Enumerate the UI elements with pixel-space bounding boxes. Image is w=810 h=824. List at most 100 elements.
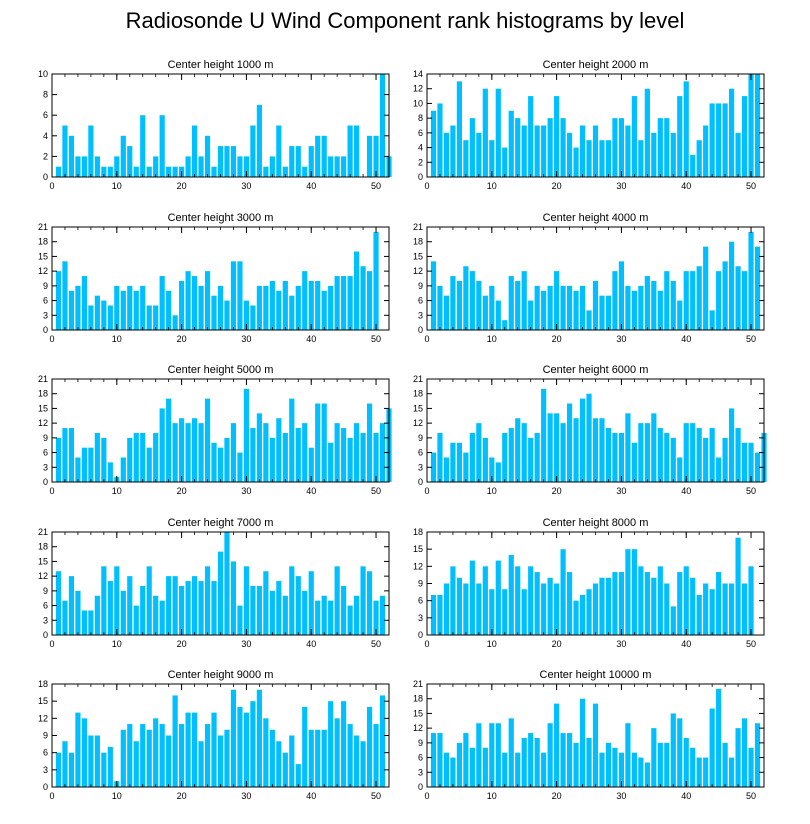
- histogram-bar: [334, 718, 340, 787]
- histogram-bar: [463, 452, 469, 482]
- histogram-bar: [230, 146, 237, 177]
- histogram-bar: [573, 600, 579, 635]
- histogram-bar: [618, 572, 625, 635]
- histogram-bar: [289, 398, 295, 482]
- histogram-bar: [554, 583, 560, 635]
- histogram-bar: [282, 595, 288, 635]
- histogram-bar: [722, 583, 728, 635]
- histogram-bar: [198, 581, 204, 635]
- y-tick-label: 9: [43, 586, 48, 596]
- histogram-bar: [690, 747, 696, 787]
- histogram-bar: [495, 462, 501, 482]
- histogram-panel: Center height 5000 m 0 10 20 30 40 50 0 3 6 9 12 15 1…: [38, 364, 392, 496]
- histogram-bar: [88, 125, 94, 177]
- y-tick-label: 12: [413, 418, 423, 428]
- histogram-bar: [250, 428, 256, 482]
- histogram-bar: [133, 741, 139, 787]
- histogram-bar: [55, 271, 62, 330]
- histogram-bar: [101, 752, 107, 787]
- histogram-bar: [748, 74, 754, 177]
- x-tick-label: 20: [177, 181, 187, 191]
- y-tick-label: 6: [418, 596, 423, 606]
- histogram-bar: [191, 125, 198, 177]
- histogram-panel: Center height 3000 m 0 10 20 30 40 50 0 3 6 9 12 15 1…: [38, 212, 390, 344]
- y-tick-label: 6: [43, 748, 48, 758]
- y-tick-label: 15: [413, 708, 423, 718]
- histogram-bar: [638, 757, 644, 787]
- histogram-bar: [289, 295, 295, 330]
- panel-title: Center height 3000 m: [168, 212, 274, 224]
- histogram-bar: [696, 594, 702, 635]
- histogram-bar: [250, 585, 256, 635]
- histogram-bar: [230, 689, 237, 787]
- histogram-bar: [341, 276, 347, 330]
- histogram-bar: [88, 610, 94, 635]
- histogram-bar: [703, 125, 709, 177]
- histogram-bar: [62, 600, 68, 635]
- y-tick-label: 6: [418, 296, 423, 306]
- histogram-bar: [308, 571, 314, 635]
- histogram-bar: [560, 423, 566, 482]
- histogram-bar: [741, 583, 748, 635]
- histogram-bar: [651, 577, 657, 635]
- histogram-bar: [463, 140, 469, 177]
- histogram-bar: [230, 423, 237, 482]
- histogram-bar: [366, 706, 373, 787]
- histogram-bar: [68, 752, 75, 787]
- histogram-bar: [256, 413, 262, 482]
- histogram-bar: [476, 723, 482, 787]
- y-tick-label: 15: [413, 544, 423, 554]
- histogram-bar: [133, 432, 139, 482]
- histogram-bar: [495, 560, 501, 635]
- histogram-bar: [334, 276, 340, 330]
- histogram-bar: [722, 437, 728, 482]
- y-tick-label: 3: [43, 765, 48, 775]
- y-tick-label: 21: [38, 222, 48, 232]
- histogram-bar: [612, 118, 618, 177]
- histogram-bar: [592, 280, 599, 330]
- histogram-bar: [172, 576, 178, 635]
- histogram-bar: [560, 118, 566, 177]
- histogram-bar: [690, 577, 696, 635]
- y-tick-label: 8: [418, 113, 423, 123]
- x-tick-label: 10: [487, 486, 497, 496]
- histogram-bar: [651, 728, 657, 787]
- histogram-bar: [94, 735, 100, 787]
- x-tick-label: 10: [487, 181, 497, 191]
- histogram-bar: [172, 695, 178, 787]
- histogram-bar: [366, 271, 373, 330]
- histogram-bar: [146, 305, 152, 330]
- histogram-bar: [360, 741, 366, 787]
- histogram-bar: [566, 132, 573, 177]
- histogram-bar: [120, 135, 126, 177]
- histogram-bar: [334, 566, 340, 635]
- histogram-bar: [140, 285, 146, 330]
- histogram-bar: [107, 581, 113, 635]
- histogram-bar: [592, 703, 599, 787]
- y-tick-label: 3: [418, 462, 423, 472]
- histogram-bar: [657, 118, 663, 177]
- histogram-bar: [185, 712, 191, 787]
- histogram-bar: [502, 432, 508, 482]
- histogram-bar: [217, 146, 224, 177]
- y-tick-label: 6: [418, 128, 423, 138]
- histogram-bar: [463, 733, 469, 787]
- x-tick-label: 50: [371, 334, 381, 344]
- histogram-bar: [592, 418, 599, 482]
- histogram-bar: [508, 110, 514, 177]
- histogram-bar: [172, 423, 178, 482]
- histogram-bar: [276, 125, 282, 177]
- x-tick-label: 50: [746, 486, 756, 496]
- histogram-panel: Center height 6000 m 0 10 20 30 40 50 0 3 6 9 12 15 1…: [413, 364, 767, 496]
- histogram-bar: [657, 290, 663, 330]
- histogram-bar: [230, 261, 237, 330]
- histogram-bar: [709, 310, 715, 330]
- y-tick-label: 21: [413, 374, 423, 384]
- histogram-bar: [709, 103, 715, 177]
- histogram-bar: [94, 595, 100, 635]
- histogram-bar: [166, 398, 172, 482]
- x-tick-label: 50: [371, 639, 381, 649]
- histogram-bar: [224, 729, 230, 787]
- histogram-panel: Center height 10000 m 0 10 20 30 40 50 0 3 6 9 12 15…: [413, 669, 765, 801]
- y-tick-label: 9: [418, 579, 423, 589]
